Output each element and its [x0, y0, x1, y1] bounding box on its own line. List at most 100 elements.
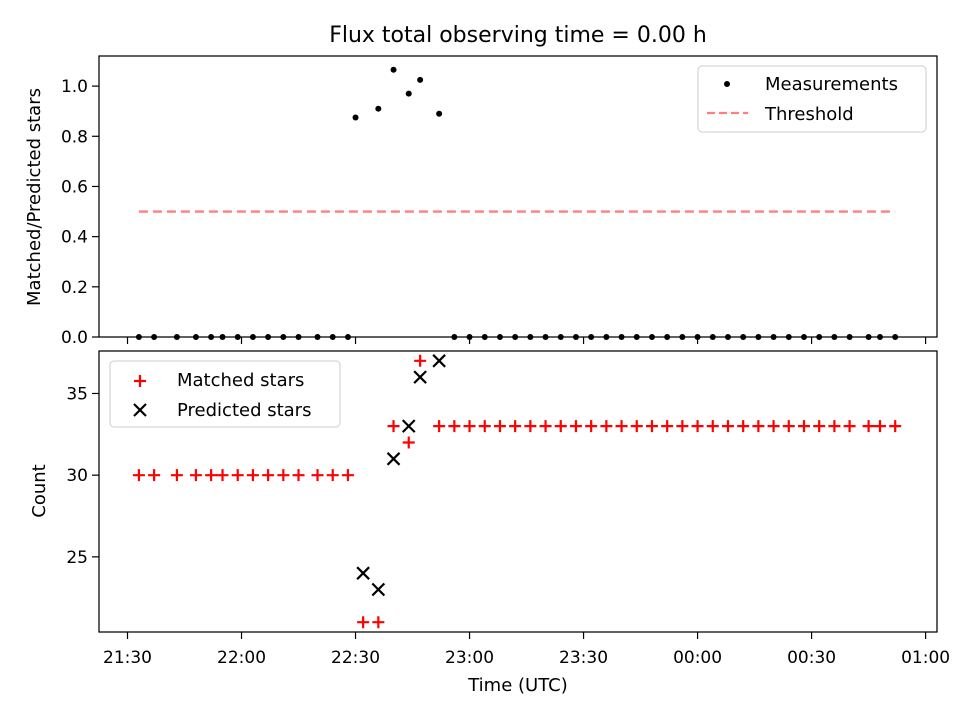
matched-star-point — [448, 420, 461, 433]
x-tick-label: 00:00 — [673, 648, 722, 668]
x-tick-label: 22:30 — [331, 648, 380, 668]
matched-star-point — [402, 436, 415, 449]
measurement-point — [173, 334, 180, 340]
top-y-tick-label: 1.0 — [61, 77, 88, 97]
matched-star-point — [569, 420, 582, 433]
matched-star-point — [205, 469, 218, 482]
measurement-point — [557, 334, 564, 340]
measurement-point — [451, 334, 458, 340]
matched-star-point — [767, 420, 780, 433]
measurement-point — [344, 334, 351, 340]
matched-star-point — [326, 469, 339, 482]
measurement-point — [572, 334, 579, 340]
matched-star-point — [433, 420, 446, 433]
top-y-tick-label: 0.4 — [61, 228, 88, 248]
top-panel: 0.0 0.2 0.4 0.6 0.8 1.0 Matched/Predicted sta… — [24, 55, 938, 348]
top-axis-ticks: 0.0 0.2 0.4 0.6 0.8 1.0 — [61, 77, 927, 348]
measurement-point — [192, 334, 199, 340]
measurement-point — [481, 334, 488, 340]
bottom-plot-frame — [98, 350, 938, 633]
legend-threshold-label: Threshold — [764, 104, 854, 125]
matched-star-point — [387, 420, 400, 433]
measurement-point — [876, 334, 883, 340]
measurement-point — [234, 334, 241, 340]
measurement-point — [329, 334, 336, 340]
matched-star-point — [148, 469, 161, 482]
legend-predicted-marker — [133, 403, 147, 417]
predicted-star-point — [386, 452, 401, 466]
top-y-tick-label: 0.6 — [61, 177, 88, 197]
matched-star-point — [661, 420, 674, 433]
predicted-star-point — [432, 354, 446, 368]
measurement-point — [846, 334, 853, 340]
matched-star-point — [414, 354, 427, 367]
measurement-point — [588, 334, 595, 340]
chart-title: Flux total observing time = 0.00 h — [329, 23, 707, 48]
x-tick-label: 01:00 — [901, 648, 950, 668]
matched-star-point — [585, 420, 598, 433]
bottom-series — [132, 354, 902, 629]
measurement-point — [618, 334, 625, 340]
top-y-tick-label: 0.0 — [61, 328, 88, 348]
measurement-point — [466, 334, 473, 340]
measurement-point — [314, 334, 321, 340]
matched-star-point — [862, 420, 875, 433]
measurement-point — [865, 334, 872, 340]
matched-star-point — [737, 420, 750, 433]
measurement-point — [219, 334, 226, 340]
measurement-point — [280, 334, 287, 340]
matched-star-point — [231, 469, 244, 482]
matched-star-point — [782, 420, 795, 433]
bottom-y-tick-label: 35 — [66, 384, 88, 404]
matched-star-point — [752, 420, 765, 433]
matched-star-point — [463, 420, 476, 433]
measurement-point — [740, 334, 747, 340]
measurement-point — [679, 334, 686, 340]
top-series — [135, 66, 899, 340]
measurement-point — [724, 334, 731, 340]
matched-star-point — [262, 469, 275, 482]
bottom-legend-box — [109, 360, 341, 428]
measurement-point — [352, 114, 359, 121]
matched-star-point — [721, 420, 734, 433]
matched-star-point — [341, 469, 354, 482]
measurement-point — [648, 334, 655, 340]
x-tick-label: 23:00 — [445, 648, 494, 668]
measurement-point — [633, 334, 640, 340]
legend-measurements-label: Measurements — [765, 74, 898, 95]
matched-star-point — [615, 420, 628, 433]
matched-star-point — [372, 616, 385, 629]
measurement-point — [709, 334, 716, 340]
bottom-y-tick-label: 30 — [66, 466, 88, 486]
measurement-point — [755, 334, 762, 340]
matched-star-point — [539, 420, 552, 433]
measurement-point — [208, 334, 215, 340]
matched-star-point — [600, 420, 613, 433]
legend-predicted-label: Predicted stars — [177, 400, 311, 421]
matched-star-point — [889, 420, 902, 433]
top-legend-box — [697, 65, 927, 133]
matched-star-point — [132, 469, 145, 482]
measurement-point — [135, 334, 142, 340]
matched-star-point — [311, 469, 324, 482]
matched-star-point — [676, 420, 689, 433]
measurement-point — [390, 66, 397, 73]
matched-star-point — [691, 420, 704, 433]
measurement-point — [770, 334, 777, 340]
matched-star-point — [509, 420, 522, 433]
measurement-point — [542, 334, 549, 340]
measurement-point — [375, 105, 382, 112]
matched-star-point — [630, 420, 643, 433]
measurement-point — [405, 90, 412, 97]
top-y-tick-label: 0.8 — [61, 127, 88, 147]
x-axis-label: Time (UTC) — [467, 675, 568, 696]
matched-star-point — [478, 420, 491, 433]
measurement-point — [151, 334, 158, 340]
bottom-y-tick-label: 25 — [66, 548, 88, 568]
measurement-point — [892, 334, 899, 340]
matched-star-point — [645, 420, 658, 433]
legend-matched-marker — [134, 375, 146, 387]
matched-star-point — [246, 469, 259, 482]
legend-matched-label: Matched stars — [177, 370, 304, 391]
